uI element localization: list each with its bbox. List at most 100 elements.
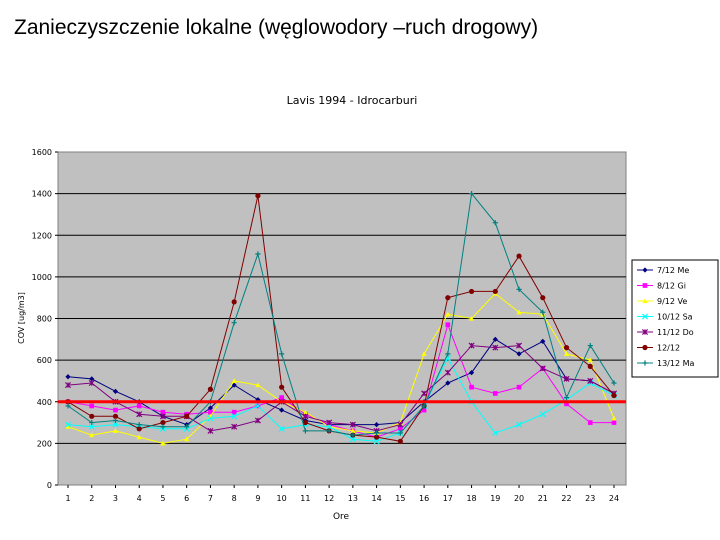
data-point (112, 421, 119, 428)
data-point (587, 420, 593, 425)
legend-marker (642, 360, 648, 366)
data-point (611, 415, 617, 421)
data-point (88, 379, 95, 387)
data-point (516, 342, 523, 349)
data-point (398, 426, 403, 432)
data-point (516, 286, 522, 292)
data-point (516, 421, 523, 428)
data-point (611, 392, 617, 399)
x-tick-label: 20 (514, 494, 524, 503)
y-tick-label: 0 (47, 481, 52, 490)
data-point (160, 440, 166, 446)
y-axis-label: COV [ug/m3] (17, 292, 26, 344)
x-tick-label: 15 (395, 494, 405, 503)
data-point (112, 388, 119, 394)
data-point (113, 407, 118, 413)
x-tick-label: 18 (466, 494, 476, 503)
series-line (67, 345, 615, 432)
data-point (89, 403, 95, 409)
series-line (67, 292, 615, 444)
data-point (539, 411, 546, 418)
series-line (67, 323, 614, 438)
x-tick-label: 24 (609, 494, 619, 503)
x-tick-label: 1 (65, 494, 70, 503)
data-point (444, 355, 451, 362)
data-point (255, 251, 261, 257)
x-tick-label: 6 (184, 494, 189, 503)
x-tick-label: 12 (324, 494, 334, 503)
data-point (231, 423, 238, 430)
data-point (469, 384, 474, 390)
data-point (373, 438, 380, 445)
data-point (231, 378, 237, 384)
data-point (184, 436, 190, 442)
x-tick-label: 23 (585, 494, 595, 503)
x-tick-label: 11 (300, 494, 310, 503)
data-point (468, 191, 475, 197)
data-point (160, 419, 166, 426)
data-point (207, 427, 214, 434)
legend-marker (641, 313, 649, 320)
data-point (112, 428, 119, 433)
data-point (587, 377, 594, 384)
data-point (231, 409, 237, 415)
data-point (279, 384, 285, 390)
data-point (254, 417, 261, 424)
data-point (492, 336, 498, 342)
data-point (326, 419, 333, 426)
data-point (492, 220, 498, 226)
y-tick-label: 400 (37, 398, 52, 407)
data-point (302, 419, 308, 426)
data-point (65, 424, 71, 429)
x-tick-label: 22 (561, 494, 571, 503)
series-line (67, 192, 615, 436)
legend-entry: 9/12 Ve (657, 297, 687, 306)
data-point (421, 390, 428, 397)
x-tick-label: 16 (419, 494, 429, 503)
y-axis: 0 200 400 600 800 1000 1200 1400 1600 (32, 148, 58, 490)
legend-marker (642, 267, 648, 273)
data-point (159, 413, 166, 420)
data-point (254, 402, 261, 409)
legend-entry: 12/12 (657, 344, 680, 353)
data-point (397, 421, 404, 428)
data-point (231, 382, 237, 388)
data-point (374, 434, 380, 440)
legend-marker (642, 298, 648, 304)
data-point (136, 422, 142, 428)
data-point (255, 193, 261, 199)
data-point (136, 426, 142, 432)
series-line (67, 338, 615, 426)
data-point (492, 344, 499, 351)
x-tick-label: 5 (160, 494, 165, 503)
y-tick-label: 1000 (32, 273, 52, 282)
legend-entry: 13/12 Ma (657, 359, 695, 368)
data-point (89, 419, 95, 426)
data-point (207, 386, 214, 392)
data-point (160, 409, 166, 415)
data-point (374, 430, 380, 436)
series-7 (65, 191, 617, 438)
data-point (468, 315, 475, 321)
data-point (468, 342, 475, 349)
data-point (89, 413, 95, 419)
x-tick-label: 17 (443, 494, 453, 503)
x-tick-label: 14 (372, 494, 382, 503)
data-point (255, 382, 261, 388)
x-tick-label: 13 (348, 494, 358, 503)
data-point (611, 380, 617, 386)
x-axis: 1 2 3 4 5 6 7 8 9 10 11 12 13 14 15 16 17 18 19 20 21 22 23 24 (65, 485, 619, 503)
data-point (540, 309, 546, 315)
data-point (207, 415, 214, 422)
legend: 7/12 Me 8/12 Gi 9/12 Ve 10/12 Sa 11/12 Do 12/… (637, 266, 695, 368)
data-point (563, 375, 570, 382)
data-point (444, 369, 451, 376)
data-point (64, 382, 72, 389)
data-point (88, 423, 95, 430)
legend-entry: 8/12 Gi (657, 282, 686, 291)
data-point (374, 422, 380, 428)
data-point (445, 311, 451, 317)
x-tick-label: 8 (232, 494, 237, 503)
y-tick-label: 600 (37, 356, 52, 365)
